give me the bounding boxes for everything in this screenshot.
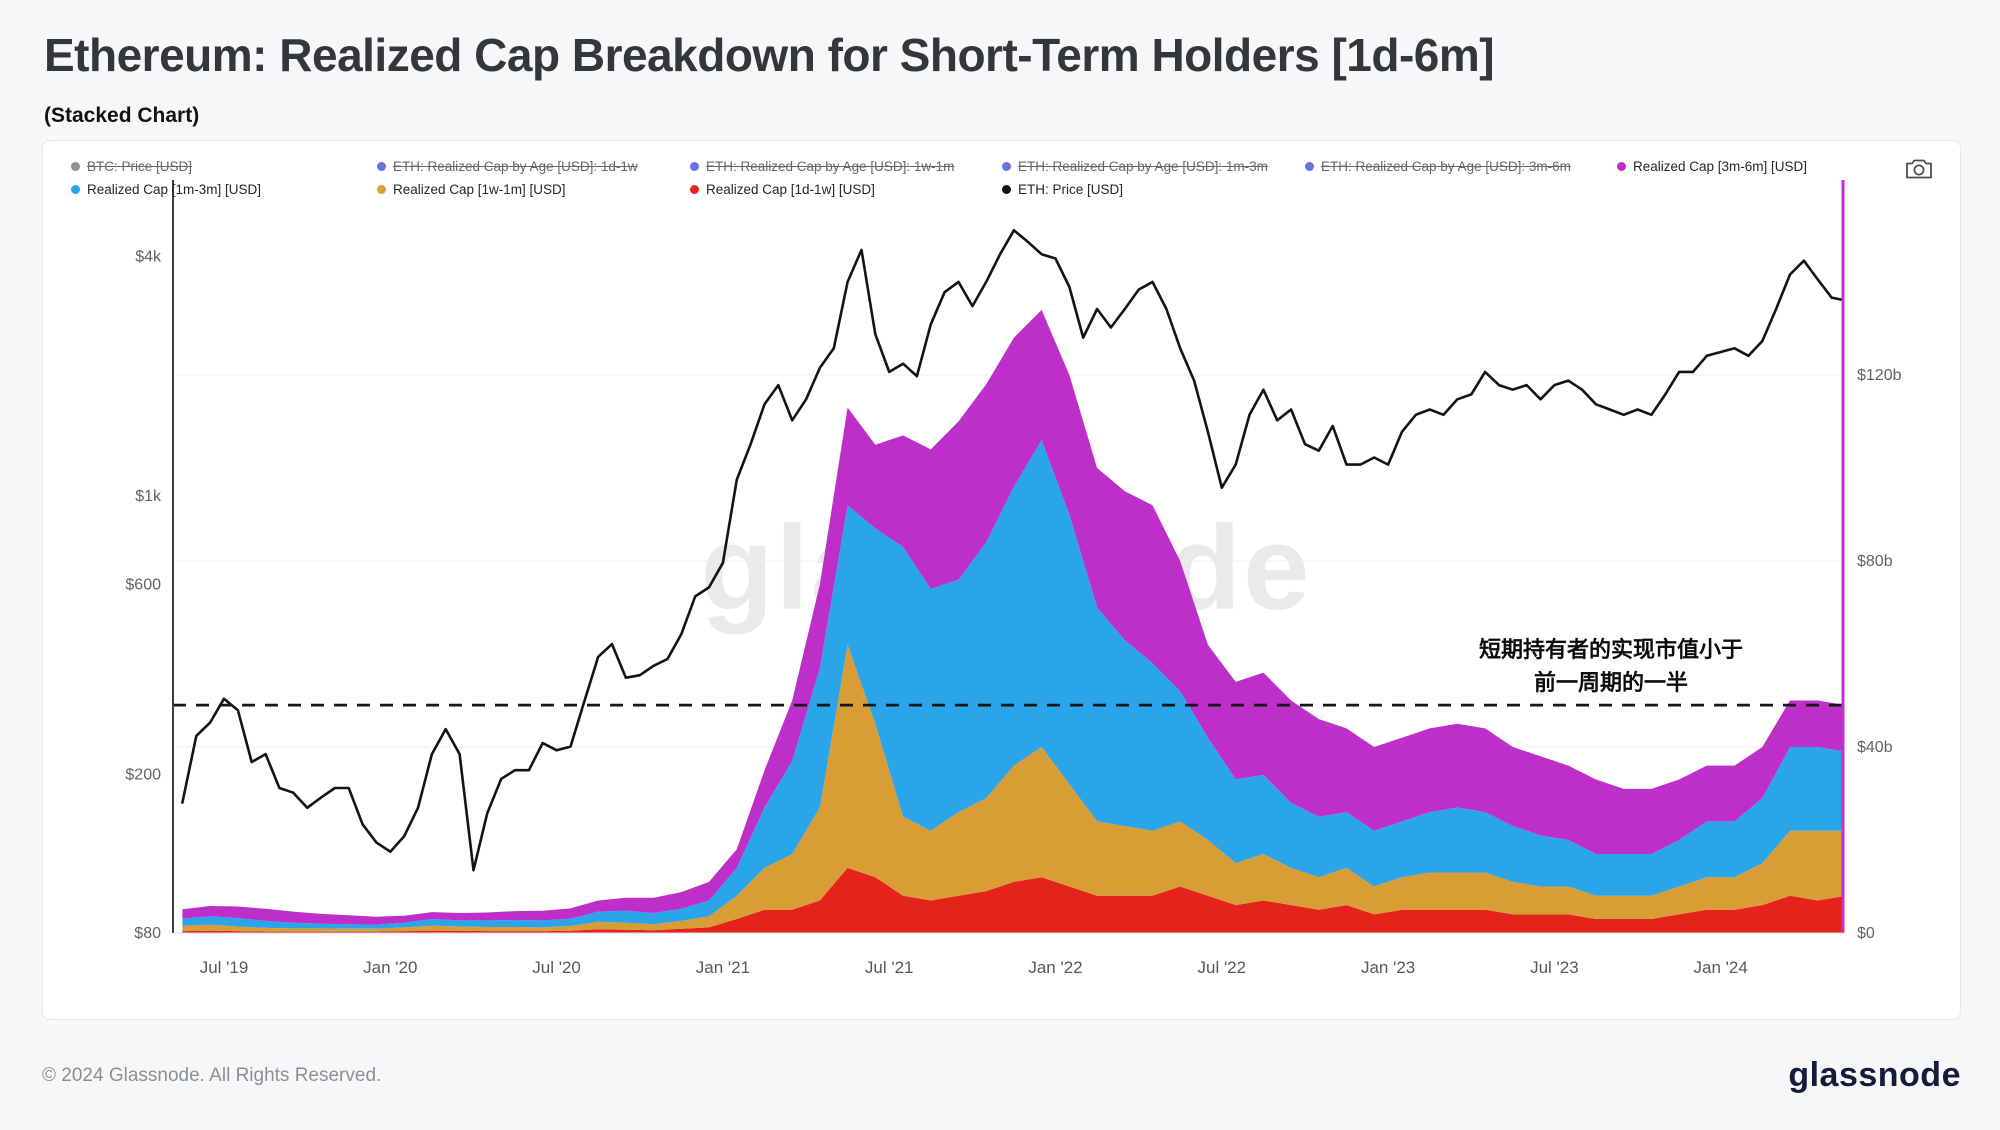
x-axis-label: Jan '23 (1361, 958, 1415, 977)
chart-area[interactable]: $4k $1k $600 $200 $80 $120b $80b $40b $0 Jul '19 J… (43, 141, 1962, 1021)
chart-legend: BTC: Price [USD] ETH: Realized Cap by Age… (43, 141, 1960, 231)
legend-item[interactable]: BTC: Price [USD] (71, 159, 192, 174)
legend-label: ETH: Price [USD] (1018, 182, 1124, 197)
legend-dot-icon (690, 185, 699, 194)
camera-icon (1906, 159, 1932, 179)
x-axis-label: Jan '20 (363, 958, 417, 977)
legend-label: Realized Cap [1d-1w] [USD] (706, 182, 875, 197)
legend-dot-icon (690, 162, 699, 171)
x-axis-label: Jan '21 (696, 958, 750, 977)
legend-item[interactable]: Realized Cap [1w-1m] [USD] (377, 182, 566, 197)
legend-label: ETH: Realized Cap by Age [USD]: 1w-1m (706, 159, 955, 174)
legend-dot-icon (1305, 162, 1314, 171)
left-axis-label: $600 (125, 577, 161, 594)
legend-label: ETH: Realized Cap by Age [USD]: 1d-1w (393, 159, 638, 174)
legend-item[interactable]: Realized Cap [3m-6m] [USD] (1617, 159, 1807, 174)
x-axis-label: Jul '19 (200, 958, 249, 977)
left-axis-label: $1k (135, 488, 162, 505)
legend-item[interactable]: ETH: Realized Cap by Age [USD]: 1d-1w (377, 159, 638, 174)
legend-item[interactable]: Realized Cap [1d-1w] [USD] (690, 182, 875, 197)
legend-dot-icon (71, 162, 80, 171)
left-axis-label: $80 (134, 925, 161, 942)
stacked-area (182, 644, 1843, 932)
chart-card: glassnode $4k$1k$600$200$80$120b$80b$40b… (42, 140, 1961, 1020)
legend-item[interactable]: Realized Cap [1m-3m] [USD] (71, 182, 261, 197)
annotation-line-2: 前一周期的一半 (1533, 670, 1689, 695)
legend-item[interactable]: ETH: Price [USD] (1002, 182, 1123, 197)
legend-dot-icon (1617, 162, 1626, 171)
x-axis-label: Jul '22 (1197, 958, 1246, 977)
price-line (181, 229, 1843, 872)
copyright-text: © 2024 Glassnode. All Rights Reserved. (42, 1064, 382, 1086)
legend-label: Realized Cap [1m-3m] [USD] (87, 182, 262, 197)
annotation-line-1: 短期持有者的实现市值小于 (1478, 637, 1744, 662)
page-subtitle: (Stacked Chart) (44, 104, 200, 127)
legend-label: ETH: Realized Cap by Age [USD]: 1m-3m (1018, 159, 1268, 174)
legend-label: BTC: Price [USD] (87, 159, 193, 174)
x-axis-label: Jul '21 (865, 958, 914, 977)
legend-label: ETH: Realized Cap by Age [USD]: 3m-6m (1321, 159, 1571, 174)
legend-item[interactable]: ETH: Realized Cap by Age [USD]: 1w-1m (690, 159, 954, 174)
legend-dot-icon (1002, 162, 1011, 171)
legend-dot-icon (377, 162, 386, 171)
x-axis-label: Jan '24 (1694, 958, 1748, 977)
glassnode-logo: glassnode (1788, 1056, 1961, 1094)
x-axis-label: Jul '23 (1530, 958, 1579, 977)
legend-dot-icon (1002, 185, 1011, 194)
left-axis-label: $4k (135, 248, 162, 265)
stacked-area (182, 440, 1843, 929)
x-axis-label: Jan '22 (1028, 958, 1082, 977)
right-axis-label: $80b (1857, 553, 1893, 570)
legend-dot-icon (377, 185, 386, 194)
stacked-area (182, 309, 1843, 925)
stacked-area (182, 867, 1843, 933)
legend-label: Realized Cap [1w-1m] [USD] (393, 182, 566, 197)
footer: © 2024 Glassnode. All Rights Reserved. g… (42, 1056, 1961, 1095)
legend-label: Realized Cap [3m-6m] [USD] (1633, 159, 1808, 174)
right-axis-label: $120b (1857, 367, 1902, 384)
page-title: Ethereum: Realized Cap Breakdown for Sho… (44, 29, 1495, 81)
right-axis-label: $0 (1857, 925, 1875, 942)
x-axis-label: Jul '20 (532, 958, 581, 977)
legend-dot-icon (71, 185, 80, 194)
right-axis-label: $40b (1857, 739, 1893, 756)
camera-button[interactable] (1904, 157, 1934, 183)
left-axis-label: $200 (125, 767, 161, 784)
legend-item[interactable]: ETH: Realized Cap by Age [USD]: 3m-6m (1305, 159, 1571, 174)
legend-item[interactable]: ETH: Realized Cap by Age [USD]: 1m-3m (1002, 159, 1268, 174)
chart-annotation: 短期持有者的实现市值小于 前一周期的一半 (1479, 633, 1743, 699)
